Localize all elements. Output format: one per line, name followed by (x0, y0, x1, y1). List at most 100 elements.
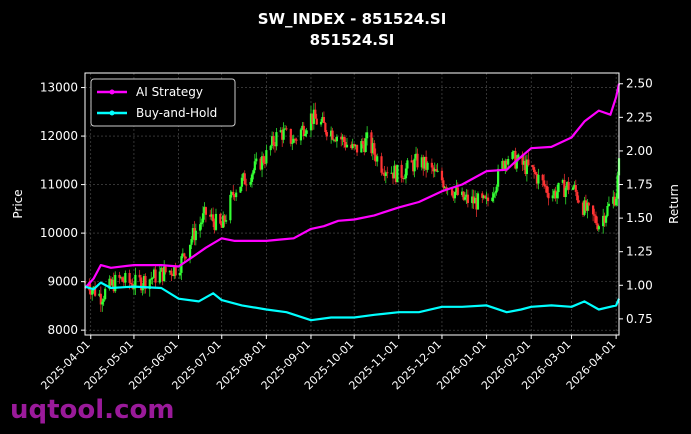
candle-body (547, 192, 550, 199)
candle-body (184, 256, 187, 259)
candle-body (154, 269, 157, 283)
candle-body (295, 139, 298, 141)
candle-body (473, 197, 477, 204)
candle-body (571, 187, 575, 190)
candle-body (563, 180, 566, 197)
candle-body (420, 157, 423, 168)
candle-body (188, 244, 192, 259)
candle-body (577, 200, 580, 203)
candle-body (312, 109, 315, 124)
candle-body (134, 274, 137, 289)
candle-body (594, 215, 598, 224)
candle-body (309, 113, 313, 131)
candle-body (294, 138, 297, 140)
candle-body (423, 156, 426, 169)
candle-body (485, 197, 488, 199)
candle-body (532, 167, 536, 173)
candle-body (556, 192, 559, 199)
candle-body (214, 213, 218, 230)
candle-body (200, 222, 203, 225)
candle-body (531, 165, 534, 168)
legend-bh-label: Buy-and-Hold (136, 106, 217, 120)
candle-body (193, 228, 196, 241)
candle-body (108, 278, 111, 289)
candle-body (144, 276, 147, 289)
candle-body (265, 150, 268, 164)
candle-body (199, 224, 202, 231)
y-left-tick-label: 13000 (40, 81, 78, 95)
candle-body (361, 141, 364, 145)
candle-body (119, 277, 123, 279)
candle-body (161, 267, 164, 282)
candle-body (436, 170, 439, 172)
candle-body (334, 139, 337, 142)
candle-body (138, 274, 141, 278)
candle-body (335, 136, 338, 142)
candle-body (360, 141, 363, 153)
candle-body (128, 273, 131, 283)
candle-body (203, 207, 206, 214)
candle-body (240, 177, 243, 187)
candle-body (537, 174, 540, 184)
candle-body (393, 165, 396, 179)
candle-body (285, 128, 288, 130)
candle-body (400, 164, 403, 178)
candle-body (557, 182, 560, 193)
candle-body (340, 136, 343, 140)
candle-body (271, 136, 274, 146)
candle-body (302, 125, 305, 136)
candle-body (522, 160, 526, 165)
candle-body (363, 144, 366, 152)
legend-ai-marker (109, 89, 115, 95)
candle-body (91, 289, 94, 295)
candle-body (551, 195, 554, 199)
candle-body (322, 117, 326, 124)
candle-body (281, 130, 284, 140)
candle-body (289, 128, 292, 144)
y-axis-left: 8000 9000 10000 11000 12000 13000 (40, 81, 85, 337)
candle-body (164, 266, 167, 273)
candle-body (279, 130, 282, 133)
candle-body (450, 188, 454, 196)
candle-body (101, 301, 104, 305)
candle-body (462, 191, 465, 200)
candle-body (351, 144, 354, 149)
candle-body (581, 202, 585, 215)
candle-body (178, 272, 182, 276)
candle-body (586, 202, 589, 211)
candle-body (301, 125, 304, 130)
candle-body (269, 145, 272, 151)
candle-body (502, 161, 505, 170)
candle-body (191, 228, 195, 240)
candle-body (496, 168, 500, 187)
candle-body (89, 290, 92, 295)
x-axis: 2025-04-012025-05-012025-06-012025-07-01… (38, 335, 618, 392)
y-right-tick-label: 1.75 (626, 178, 653, 192)
candle-body (576, 191, 579, 201)
candle-body (443, 187, 446, 189)
candle-body (239, 186, 242, 193)
candle-body (525, 159, 528, 175)
candle-body (111, 279, 114, 286)
candle-body (242, 173, 245, 178)
candle-body (201, 213, 205, 223)
candle-body (122, 281, 125, 283)
candle-body (475, 197, 478, 210)
candle-body (432, 167, 435, 172)
candle-body (507, 158, 510, 165)
candle-body (222, 215, 225, 228)
candle-body (515, 160, 518, 169)
watermark: uqtool.com (10, 395, 174, 425)
candle-body (230, 191, 233, 195)
candle-body (471, 196, 474, 203)
candle-body (132, 288, 136, 290)
candle-body (401, 177, 405, 179)
candle-body (463, 197, 467, 200)
candle-body (183, 253, 186, 257)
candle-body (416, 153, 419, 168)
candle-body (527, 159, 530, 166)
candle-body (283, 128, 287, 130)
candle-body (452, 195, 455, 199)
candle-body (373, 143, 376, 155)
y-left-tick-label: 11000 (40, 178, 78, 192)
